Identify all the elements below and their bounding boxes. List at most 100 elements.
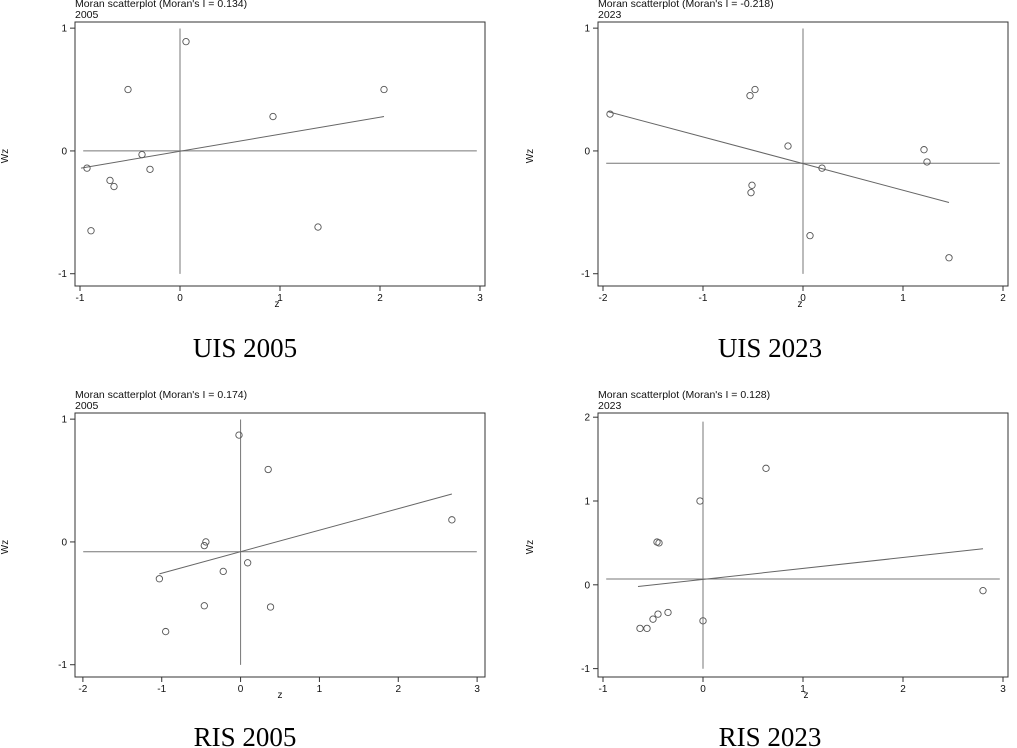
panel-uis-2005: Moran scatterplot (Moran's I = 0.134) 20… [0, 0, 486, 363]
scatter-point [784, 142, 792, 150]
x-tick-label: -1 [157, 684, 166, 695]
y-tick-label: 1 [61, 24, 67, 35]
scatter-point [155, 575, 164, 583]
scatter-point [762, 464, 770, 472]
scatter-point [920, 146, 928, 154]
scatter-point [448, 516, 456, 524]
x-tick-label: -2 [78, 684, 87, 695]
x-tick-label: 0 [800, 293, 806, 304]
scatter-point [699, 617, 707, 625]
scatter-point [266, 603, 275, 611]
panel-title: Moran scatterplot (Moran's I = 0.134) [75, 0, 247, 10]
scatter-point [200, 541, 208, 550]
x-tick-label: 1 [800, 684, 806, 695]
y-tick-label: -1 [581, 269, 590, 280]
y-tick-label: 0 [61, 537, 67, 548]
scatter-point [945, 254, 953, 262]
scatter-point [110, 182, 118, 191]
scatter-point [124, 85, 132, 94]
scatter-point [200, 602, 208, 610]
panel-subtitle: 2005 [75, 400, 99, 412]
x-axis-label: z [275, 299, 280, 310]
panel-uis-2023: Moran scatterplot (Moran's I = -0.218) 2… [525, 0, 1009, 363]
scatter-point [138, 150, 146, 159]
y-tick-label: 1 [61, 415, 67, 426]
x-tick-label: 0 [177, 293, 183, 304]
panel-subtitle: 2005 [75, 9, 99, 21]
y-tick-label: 2 [584, 413, 590, 424]
plot-frame [74, 412, 486, 678]
panel-title: Moran scatterplot (Moran's I = 0.174) [75, 389, 247, 401]
x-tick-label: 1 [277, 293, 283, 304]
panel-title: Moran scatterplot (Moran's I = -0.218) [598, 0, 774, 10]
scatter-point [83, 164, 91, 172]
fit-line [80, 116, 385, 169]
panel-subtitle: 2023 [598, 9, 622, 21]
panel-title: Moran scatterplot (Moran's I = 0.128) [598, 389, 770, 401]
x-tick-label: -2 [599, 293, 608, 304]
panel-caption: RIS 2023 [719, 722, 822, 748]
panel-subtitle: 2023 [598, 400, 622, 412]
scatter-point [87, 227, 95, 235]
scatter-point [235, 431, 243, 439]
scatter-point [748, 181, 756, 189]
y-axis-label: Wz [0, 149, 11, 163]
y-axis-label: Wz [525, 540, 536, 554]
y-tick-label: -1 [581, 664, 590, 675]
scatter-point [747, 189, 755, 197]
y-tick-label: 0 [584, 580, 590, 591]
x-tick-label: 2 [900, 684, 906, 695]
x-axis-label: z [278, 690, 283, 701]
scatter-point [649, 615, 657, 623]
scatter-point [219, 567, 227, 576]
y-axis-label: Wz [0, 540, 11, 554]
x-tick-label: 0 [238, 684, 244, 695]
scatter-point [269, 112, 277, 121]
scatter-point [244, 559, 252, 567]
x-tick-label: 0 [700, 684, 706, 695]
scatter-point [636, 624, 644, 633]
fit-line [637, 548, 984, 587]
scatter-point [202, 538, 210, 546]
scatter-point [806, 232, 814, 240]
x-tick-label: 3 [1000, 684, 1006, 695]
panel-caption: UIS 2023 [718, 333, 822, 363]
scatter-point [314, 223, 322, 231]
plot-frame [74, 21, 486, 287]
scatter-point [606, 110, 614, 118]
y-tick-label: 1 [584, 24, 590, 35]
scatter-point [380, 85, 388, 94]
scatter-point [696, 497, 704, 505]
scatter-point [146, 165, 154, 173]
x-tick-label: 3 [477, 293, 483, 304]
x-tick-label: -1 [76, 293, 85, 304]
x-tick-label: -1 [699, 293, 708, 304]
x-axis-label: z [804, 690, 809, 701]
panel-caption: RIS 2005 [194, 722, 297, 748]
x-tick-label: -1 [599, 684, 608, 695]
fit-line [607, 111, 950, 203]
scatter-point [818, 164, 826, 172]
scatter-point [264, 465, 272, 474]
scatter-point [182, 37, 190, 46]
x-tick-label: 2 [1000, 293, 1006, 304]
panel-ris-2005: Moran scatterplot (Moran's I = 0.174) 20… [0, 389, 486, 748]
scatter-point [643, 624, 651, 633]
scatter-point [106, 176, 114, 185]
scatter-point [664, 608, 672, 617]
scatter-point [654, 610, 662, 618]
panel-ris-2023: Moran scatterplot (Moran's I = 0.128) 20… [525, 389, 1009, 748]
scatter-point [162, 627, 170, 636]
x-tick-label: 2 [395, 684, 401, 695]
scatter-point [923, 158, 931, 166]
x-tick-label: 1 [900, 293, 906, 304]
x-tick-label: 2 [377, 293, 383, 304]
x-tick-label: 1 [317, 684, 323, 695]
y-tick-label: 1 [584, 497, 590, 508]
fit-line [159, 493, 453, 575]
y-tick-label: -1 [58, 660, 67, 671]
scatter-point [751, 85, 759, 94]
x-axis-label: z [798, 299, 803, 310]
y-tick-label: -1 [58, 269, 67, 280]
